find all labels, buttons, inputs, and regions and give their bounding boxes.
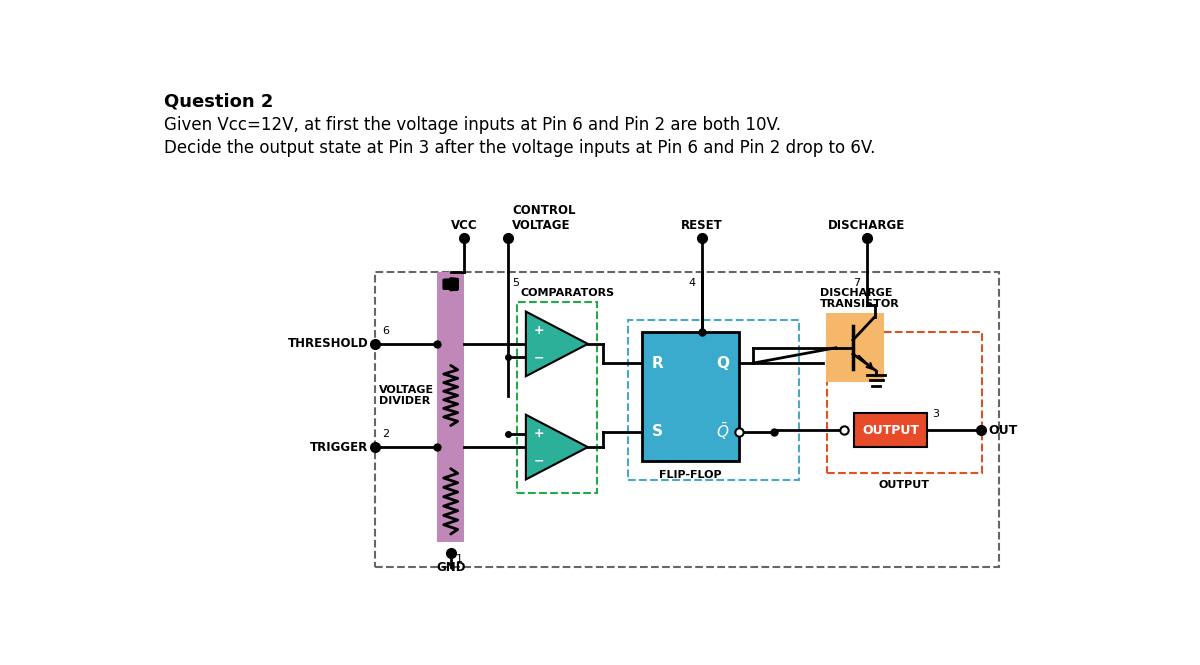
Bar [642,332,739,461]
Text: −: − [534,454,544,467]
Text: OUTPUT: OUTPUT [862,424,919,437]
Bar [853,413,928,447]
Text: −: − [534,351,544,364]
Text: THRESHOLD: THRESHOLD [288,337,368,350]
Text: DISCHARGE
TRANSISTOR: DISCHARGE TRANSISTOR [820,288,899,309]
Text: OUTPUT: OUTPUT [878,480,930,490]
Text: VOLTAGE
DIVIDER: VOLTAGE DIVIDER [379,384,433,406]
Text: $\bar{Q}$: $\bar{Q}$ [716,421,730,442]
Text: 3: 3 [932,410,938,420]
Text: TRIGGER: TRIGGER [311,441,368,454]
Text: 5: 5 [512,278,518,288]
Text: RESET: RESET [680,219,722,232]
Text: 8: 8 [449,278,456,288]
Text: Q: Q [716,356,730,370]
Text: CONTROL
VOLTAGE: CONTROL VOLTAGE [512,204,576,232]
Polygon shape [526,312,588,376]
Text: DISCHARGE: DISCHARGE [828,219,906,232]
Text: Decide the output state at Pin 3 after the voltage inputs at Pin 6 and Pin 2 dro: Decide the output state at Pin 3 after t… [164,139,875,157]
Text: +: + [534,324,545,336]
Text: S: S [652,424,662,439]
Text: COMPARATORS: COMPARATORS [521,289,614,299]
Text: 7: 7 [853,278,860,288]
Bar [826,313,884,382]
Text: GND: GND [436,561,466,574]
Text: R: R [652,356,664,370]
Text: 2: 2 [383,430,390,440]
Text: FLIP-FLOP: FLIP-FLOP [659,470,722,480]
Text: Question 2: Question 2 [164,93,274,111]
Bar [437,272,464,542]
Text: Given Vcc=12V, at first the voltage inputs at Pin 6 and Pin 2 are both 10V.: Given Vcc=12V, at first the voltage inpu… [164,116,781,134]
Text: 6: 6 [383,327,390,336]
Text: VCC: VCC [450,219,478,232]
Polygon shape [526,415,588,479]
Text: +: + [534,427,545,440]
Text: 1: 1 [456,554,463,564]
Text: 4: 4 [689,278,696,288]
Text: OUT: OUT [989,424,1018,437]
